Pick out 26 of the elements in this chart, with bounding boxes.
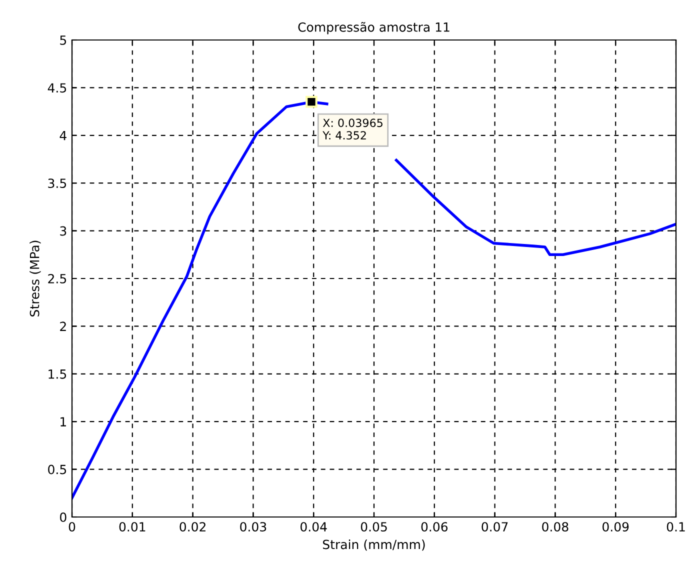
y-tick-label: 0 [60,512,66,522]
y-tick-label: 0.5 [48,464,66,474]
y-tick-label: 2.5 [48,274,66,284]
y-tick-label: 1 [60,417,66,426]
y-tick-label: 1.5 [48,370,66,379]
x-tick-label: 0.06 [421,522,448,532]
x-tick-label: 0.03 [240,522,266,532]
x-tick-label: 0.04 [300,522,327,532]
x-tick-label: 0.01 [119,522,146,532]
x-tick-label: 0.09 [602,522,629,532]
y-tick-label: 4 [60,131,66,140]
y-tick-label: 5 [60,36,66,45]
x-axis-title: Strain (mm/mm) [322,540,425,551]
x-tick-label: 0.02 [180,522,206,532]
x-tick-label: 0.1 [666,522,685,532]
chart-title: Compressão amostra 11 [298,22,450,34]
y-tick-label: 3.5 [48,178,66,188]
y-tick-label: 3 [60,226,66,236]
x-tick-label: 0 [68,522,76,532]
y-tick-label: 4.5 [48,83,66,93]
x-tick-label: 0.07 [482,522,508,532]
x-tick-label: 0.08 [542,522,568,532]
annotation: X: 0.03965 Y: 4.352 [322,118,382,140]
y-tick-label: 2 [60,322,66,331]
y-axis-title: Stress (MPa) [30,240,41,316]
x-tick-label: 0.05 [360,522,387,532]
